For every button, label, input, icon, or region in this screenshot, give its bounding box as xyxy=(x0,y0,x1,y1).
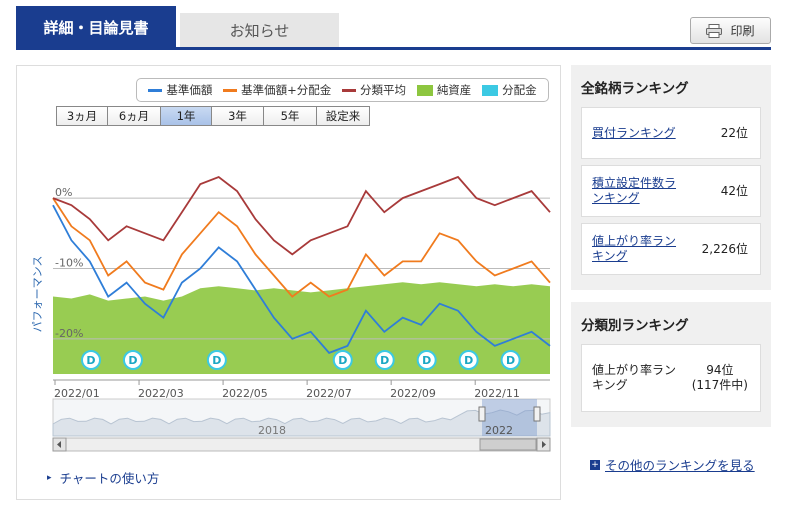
dividend-marker-label: D xyxy=(506,354,515,367)
tab-underline xyxy=(16,47,771,50)
rank-purchase-value: 22位 xyxy=(720,125,748,140)
y-axis-label: パフォーマンス xyxy=(31,256,44,333)
rank-category-panel: 分類別ランキング 値上がり率ランキング 94位 (117件中) xyxy=(571,302,771,427)
legend-swatch xyxy=(482,84,499,96)
navigator-handle xyxy=(533,406,541,422)
legend-swatch xyxy=(223,88,238,92)
dividend-marker-label: D xyxy=(338,354,347,367)
gridlines: 0% -10% -20% xyxy=(53,186,550,340)
x-tick-label: 2022/11 xyxy=(474,387,520,400)
print-button[interactable]: 印刷 xyxy=(690,17,771,44)
rank-card-purchase: 買付ランキング 22位 xyxy=(581,107,761,159)
range-since-inception-button[interactable]: 設定来 xyxy=(316,106,370,126)
dividend-marker xyxy=(500,350,521,370)
rank-category-title: 分類別ランキング xyxy=(581,318,689,334)
dividend-marker-label: D xyxy=(128,354,137,367)
range-3y-button[interactable]: 3年 xyxy=(211,106,264,126)
dividend-marker-label: D xyxy=(86,354,95,367)
printer-icon xyxy=(706,23,723,38)
legend-label: 基準価額 xyxy=(166,83,213,97)
range-1y-button[interactable]: 1年 xyxy=(160,106,212,126)
tab-news[interactable]: お知らせ xyxy=(180,13,339,48)
rank-category-gain-label: 値上がり率ランキング xyxy=(592,363,677,392)
range-6m-button[interactable]: 6ヵ月 xyxy=(107,106,161,126)
y-tick-label: -20% xyxy=(55,327,83,340)
axes: 2022/01 2022/03 2022/05 2022/07 2022/09 2022/… xyxy=(53,379,550,400)
dividend-marker xyxy=(206,350,227,370)
chart-howto-link[interactable]: ▸ チャートの使い方 xyxy=(47,468,159,487)
dividend-marker xyxy=(416,350,437,370)
rank-purchase-link[interactable]: 買付ランキング xyxy=(592,125,676,140)
series-line-1 xyxy=(52,197,551,298)
range-5y-button[interactable]: 5年 xyxy=(263,106,317,126)
legend-swatch xyxy=(148,88,163,92)
legend-swatch xyxy=(342,88,357,92)
legend-label: 純資産 xyxy=(436,83,472,97)
rank-accumulation-link[interactable]: 積立設定件数ランキング xyxy=(592,176,677,205)
dividend-marker xyxy=(81,350,101,370)
chevron-right-icon xyxy=(542,441,546,448)
rank-card-accumulation: 積立設定件数ランキング 42位 xyxy=(581,165,761,217)
legend-label: 基準価額+分配金 xyxy=(241,83,332,97)
legend-item-category-average[interactable]: 分類平均 xyxy=(342,82,406,98)
x-tick-label: 2022/05 xyxy=(222,387,268,400)
dividend-marker-label: D xyxy=(464,354,473,367)
chart-legend: 基準価額 基準価額+分配金 分類平均 純資産 分配金 xyxy=(136,78,549,102)
rank-category-gain-position: 94位 xyxy=(706,363,734,377)
rank-accumulation-value: 42位 xyxy=(720,183,748,198)
series-line-2 xyxy=(52,175,551,256)
series-line-0 xyxy=(52,204,551,354)
chevron-left-icon xyxy=(57,441,61,448)
chart-howto-label: チャートの使い方 xyxy=(59,471,160,486)
legend-item-nav[interactable]: 基準価額 xyxy=(148,82,212,98)
navigator-handle xyxy=(478,406,486,422)
rank-category-gain-value: 94位 (117件中) xyxy=(692,363,748,393)
print-label: 印刷 xyxy=(730,24,755,38)
plus-icon: + xyxy=(590,459,600,470)
chart-panel: 基準価額 基準価額+分配金 分類平均 純資産 分配金 3ヵ月 6ヵ月 1年 3年… xyxy=(16,65,561,500)
navigator-label: 2022 xyxy=(485,424,513,437)
scrollbar-track xyxy=(52,437,551,452)
legend-item-dividend[interactable]: 分配金 xyxy=(482,82,537,98)
dividend-marker xyxy=(374,350,395,370)
other-rankings-label: その他のランキングを見る xyxy=(605,458,755,473)
x-tick-label: 2022/03 xyxy=(138,387,184,400)
rank-all-title: 全銘柄ランキング xyxy=(581,81,689,97)
dividend-marker-label: D xyxy=(422,354,431,367)
legend-label: 分類平均 xyxy=(360,83,407,97)
rank-card-gain: 値上がり率ランキング 2,226位 xyxy=(581,223,761,275)
tab-details[interactable]: 詳細・目論見書 xyxy=(16,6,176,48)
range-selector: 3ヵ月 6ヵ月 1年 3年 5年 設定来 xyxy=(56,106,370,126)
navigator-selection xyxy=(482,399,537,436)
y-tick-label: 0% xyxy=(55,186,72,199)
scrollbar-thumb xyxy=(479,438,537,451)
x-tick-label: 2022/07 xyxy=(306,387,352,400)
rank-category-gain-total: (117件中) xyxy=(691,378,748,392)
rank-card-category-gain: 値上がり率ランキング 94位 (117件中) xyxy=(581,344,761,412)
dividend-marker-label: D xyxy=(212,354,221,367)
dividend-marker xyxy=(122,350,143,370)
dividend-marker xyxy=(332,350,353,370)
dividend-marker xyxy=(458,350,479,370)
rank-all-panel: 全銘柄ランキング 買付ランキング 22位 積立設定件数ランキング 42位 値上が… xyxy=(571,65,771,290)
x-tick-label: 2022/01 xyxy=(54,387,100,400)
rank-gain-link[interactable]: 値上がり率ランキング xyxy=(592,234,677,263)
dividend-marker-label: D xyxy=(380,354,389,367)
navigator-label: 2018 xyxy=(258,424,286,437)
range-3m-button[interactable]: 3ヵ月 xyxy=(56,106,108,126)
legend-item-nav-dividend[interactable]: 基準価額+分配金 xyxy=(223,82,331,98)
range-navigator[interactable]: 2018 2022 xyxy=(52,398,551,452)
legend-label: 分配金 xyxy=(502,83,537,97)
legend-swatch xyxy=(416,84,433,96)
legend-item-net-assets[interactable]: 純資産 xyxy=(416,82,472,98)
rank-gain-value: 2,226位 xyxy=(701,241,748,256)
y-tick-label: -10% xyxy=(55,256,83,269)
series-lines xyxy=(52,175,551,354)
other-rankings-link[interactable]: + その他のランキングを見る xyxy=(590,455,755,474)
x-tick-label: 2022/09 xyxy=(390,387,436,400)
navigator-series xyxy=(52,409,551,437)
triangle-right-icon: ▸ xyxy=(47,472,52,483)
